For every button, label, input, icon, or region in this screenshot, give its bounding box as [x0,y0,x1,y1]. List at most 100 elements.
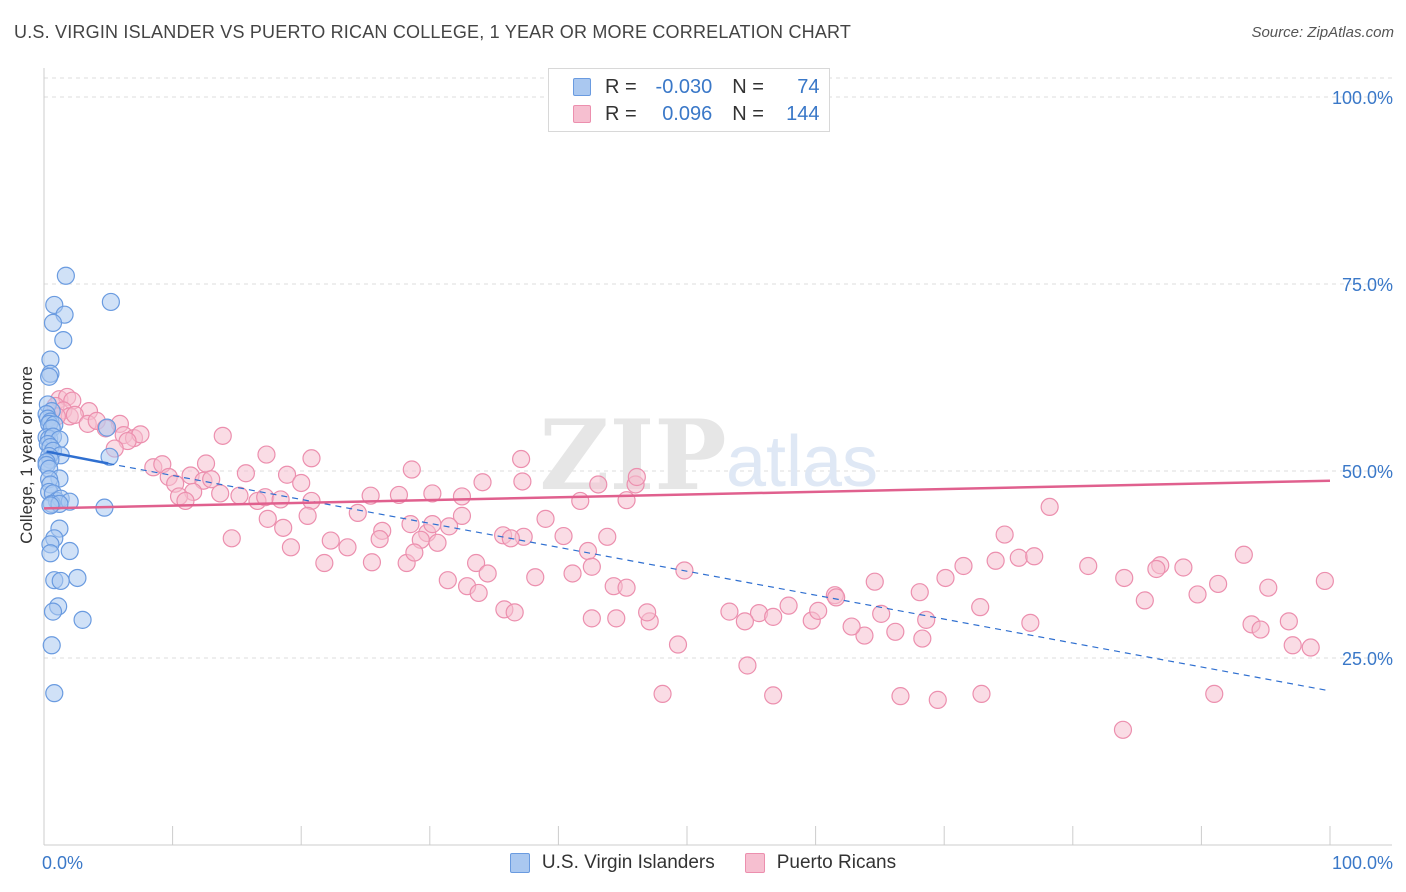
point-puerto-rican [402,460,421,479]
r-value: -0.030 [655,75,713,98]
blue-swatch [573,78,591,96]
point-virgin-islander [68,568,87,588]
point-puerto-rican [563,564,582,583]
point-puerto-rican [361,486,380,505]
point-puerto-rican [505,603,524,622]
y-tick-label: 100.0% [1332,88,1393,108]
point-puerto-rican [578,541,598,561]
point-puerto-rican [910,583,929,602]
point-puerto-rican [986,551,1005,570]
point-puerto-rican [954,556,973,576]
point-puerto-rican [1115,568,1134,588]
point-puerto-rican [1147,559,1166,579]
point-virgin-islander [100,447,119,466]
n-label: N = [732,75,770,98]
r-label: R = [605,75,643,98]
point-puerto-rican [886,622,905,641]
point-puerto-rican [423,515,442,534]
point-puerto-rican [917,610,936,629]
point-puerto-rican [292,473,311,493]
legend-row-puerto-ricans: R = 0.096 N = 144 [573,102,820,126]
point-puerto-rican [405,543,424,562]
point-puerto-rican [872,604,891,623]
point-puerto-rican [1025,547,1044,566]
point-puerto-rican [972,684,991,704]
point-puerto-rican [236,464,256,483]
point-puerto-rican [617,491,636,510]
point-virgin-islander [54,331,73,350]
point-puerto-rican [720,602,739,621]
point-puerto-rican [582,609,601,628]
point-puerto-rican [764,607,783,626]
point-puerto-rican [202,470,221,489]
point-puerto-rican [1135,591,1154,610]
stats-legend: R = -0.030 N = 74 R = 0.096 N = 144 [548,68,830,132]
r-label: R = [605,102,643,125]
point-puerto-rican [809,601,828,620]
point-puerto-rican [513,472,532,491]
point-puerto-rican [1205,684,1224,704]
point-puerto-rican [277,465,297,484]
point-puerto-rican [315,553,334,573]
point-puerto-rican [302,449,321,468]
point-puerto-rican [1021,613,1040,632]
legend-row-virgin-islanders: R = -0.030 N = 74 [573,75,820,99]
point-virgin-islander [97,418,117,437]
trend-line-puerto-ricans [43,479,1331,510]
point-puerto-rican [971,598,990,617]
point-virgin-islander [41,544,60,563]
point-puerto-rican [473,473,492,492]
point-puerto-rican [65,405,84,424]
point-puerto-rican [274,518,293,537]
point-puerto-rican [1259,578,1278,597]
point-puerto-rican [271,490,290,509]
point-puerto-rican [1234,545,1253,564]
point-puerto-rican [1040,497,1059,517]
r-value: 0.096 [662,102,713,125]
point-virgin-islander [73,610,92,629]
point-puerto-rican [370,529,389,549]
chart-title: U.S. VIRGIN ISLANDER VS PUERTO RICAN COL… [14,22,852,42]
point-virgin-islander [56,266,75,285]
point-puerto-rican [913,629,932,648]
point-virgin-islander [60,541,79,561]
point-puerto-rican [936,568,955,588]
pink-swatch [744,853,765,873]
point-puerto-rican [321,531,340,550]
point-puerto-rican [855,626,874,645]
n-value: 74 [797,75,820,98]
point-puerto-rican [617,578,636,597]
point-puerto-rican [738,656,757,675]
point-puerto-rican [598,527,617,546]
legend-label: U.S. Virgin Islanders [541,852,715,873]
legend-item-virgin-islanders: U.S. Virgin Islanders [509,852,715,874]
point-puerto-rican [338,538,357,557]
point-puerto-rican [827,588,846,607]
point-virgin-islander [101,292,120,312]
y-tick-label: 25.0% [1342,649,1393,669]
point-puerto-rican [257,445,276,464]
point-puerto-rican [1209,574,1228,594]
point-puerto-rican [298,506,317,525]
point-puerto-rican [536,509,555,528]
point-puerto-rican [428,533,447,552]
point-puerto-rican [512,449,531,469]
axis-labels: 25.0% 50.0% 75.0% 100.0% 0.0% 100.0% [42,88,1393,873]
point-puerto-rican [478,564,497,583]
point-puerto-rican [348,503,367,522]
trend-line-virgin-islanders-extended [108,462,1331,692]
point-puerto-rican [1283,636,1302,655]
point-virgin-islander [40,367,59,386]
point-puerto-rican [627,467,646,487]
point-puerto-rican [423,484,442,503]
point-puerto-rican [1301,638,1320,657]
point-puerto-rican [1315,571,1334,591]
y-tick-label: 50.0% [1342,462,1393,482]
data-points [37,266,1334,739]
point-puerto-rican [438,571,457,590]
point-virgin-islander [43,313,63,332]
legend-item-puerto-ricans: Puerto Ricans [744,852,896,874]
trend-lines [43,450,1331,692]
n-label: N = [732,102,770,125]
